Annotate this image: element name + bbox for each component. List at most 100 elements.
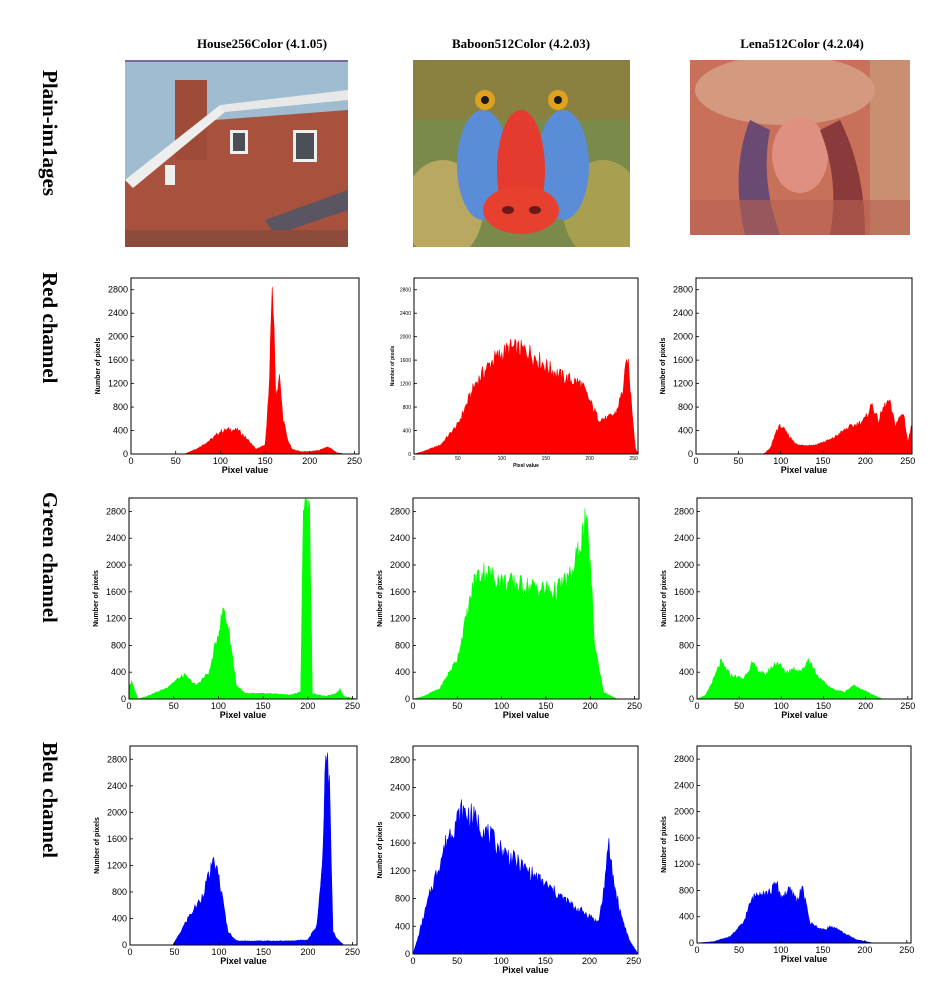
x-tick-label: 100 — [774, 701, 789, 711]
x-tick-label: 250 — [347, 456, 362, 466]
x-tick-label: 0 — [410, 956, 415, 966]
y-tick-label: 2000 — [390, 560, 410, 570]
y-tick-label: 1600 — [674, 833, 694, 843]
x-tick-label: 250 — [900, 456, 915, 466]
x-tick-label: 200 — [582, 956, 597, 966]
histogram-svg: 0 50 100 150 200 250 0 400 800 1200 1600 2000 2400 28… — [377, 745, 641, 975]
x-axis-label: Pixel value — [222, 465, 269, 475]
y-tick-label: 800 — [403, 405, 412, 411]
row-label-green-channel: Green channel — [38, 492, 62, 623]
x-tick-label: 100 — [773, 456, 788, 466]
lena-image — [690, 60, 910, 235]
y-axis-label: Number of pixels — [94, 817, 101, 874]
histogram-lena-red: 0 50 100 150 200 250 0 400 800 1200 1600 2000 2400 28… — [660, 277, 915, 475]
y-tick-label: 1600 — [107, 834, 127, 844]
x-tick-label: 100 — [773, 945, 788, 955]
x-tick-label: 0 — [126, 701, 131, 711]
plot-frame — [695, 277, 913, 455]
y-tick-label: 2000 — [674, 807, 694, 817]
y-axis-label: Number of pixels — [661, 816, 668, 873]
y-tick-label: 800 — [679, 885, 694, 895]
y-axis-label: Number of pixels — [95, 338, 102, 395]
y-tick-label: 400 — [679, 667, 694, 677]
x-tick-label: 250 — [627, 701, 642, 711]
y-tick-label: 0 — [123, 449, 128, 459]
x-tick-label: 200 — [301, 947, 316, 957]
x-tick-label: 50 — [734, 701, 744, 711]
histogram-svg: 0 50 100 150 200 250 0 400 800 1200 1600 2000 2400 28… — [95, 277, 362, 475]
x-tick-label: 100 — [494, 956, 509, 966]
y-tick-label: 2400 — [390, 533, 410, 543]
x-axis-label: Pixel value — [513, 463, 539, 469]
x-axis-label: Pixel value — [781, 465, 828, 475]
y-tick-label: 2400 — [108, 308, 128, 318]
y-tick-label: 0 — [122, 940, 127, 950]
histogram-house-blue: 0 50 100 150 200 250 0 400 800 1200 1600 2000 2400 28… — [94, 745, 360, 966]
x-tick-label: 250 — [899, 945, 914, 955]
histogram-svg: 0 50 100 150 200 250 0 400 800 1200 1600 2000 2400 28… — [660, 277, 915, 475]
x-tick-label: 50 — [452, 956, 462, 966]
x-tick-label: 50 — [733, 456, 743, 466]
y-tick-label: 1200 — [108, 379, 128, 389]
y-tick-label: 2000 — [106, 560, 126, 570]
plot-frame — [129, 745, 358, 946]
y-tick-label: 0 — [121, 694, 126, 704]
x-tick-label: 0 — [694, 701, 699, 711]
y-axis-label: Number of pixels — [377, 570, 384, 627]
y-tick-label: 1600 — [674, 587, 694, 597]
y-tick-label: 1600 — [108, 355, 128, 365]
x-tick-label: 0 — [693, 456, 698, 466]
y-tick-label: 0 — [405, 694, 410, 704]
green-histogram-area — [128, 497, 358, 700]
y-tick-label: 0 — [689, 938, 694, 948]
green-histogram-area — [412, 508, 639, 700]
x-tick-label: 250 — [900, 701, 915, 711]
y-tick-label: 2400 — [674, 780, 694, 790]
x-tick-label: 250 — [345, 947, 360, 957]
y-axis-label: Number of pixels — [660, 338, 667, 395]
x-tick-label: 50 — [452, 701, 462, 711]
y-tick-label: 400 — [678, 426, 693, 436]
y-axis-label: Number of pixels — [661, 570, 668, 627]
house-image — [125, 60, 348, 247]
plot-frame — [128, 497, 358, 700]
x-tick-label: 150 — [815, 945, 830, 955]
y-tick-label: 2800 — [390, 755, 410, 765]
y-tick-label: 400 — [113, 426, 128, 436]
y-tick-label: 400 — [395, 921, 410, 931]
y-tick-label: 2400 — [673, 308, 693, 318]
y-tick-label: 2000 — [108, 332, 128, 342]
histogram-svg: 0 50 100 150 200 250 0 400 800 1200 1600 2000 2400 28… — [661, 745, 914, 964]
x-tick-label: 50 — [170, 947, 180, 957]
x-tick-label: 200 — [857, 945, 872, 955]
x-axis-label: Pixel value — [220, 956, 267, 966]
x-tick-label: 200 — [300, 701, 315, 711]
y-tick-label: 1200 — [107, 860, 127, 870]
histogram-baboon-red: 0 50 100 150 200 250 0 400 800 1200 1600 2000 2400 28… — [390, 277, 639, 469]
y-tick-label: 2000 — [390, 810, 410, 820]
y-tick-label: 2000 — [107, 807, 127, 817]
plot-frame — [696, 745, 912, 944]
y-tick-label: 800 — [112, 887, 127, 897]
y-tick-label: 800 — [395, 894, 410, 904]
x-tick-label: 250 — [345, 701, 360, 711]
y-tick-label: 2400 — [107, 781, 127, 791]
y-tick-label: 0 — [408, 452, 411, 458]
histogram-svg: 0 50 100 150 200 250 0 400 800 1200 1600 2000 2400 28… — [377, 497, 642, 720]
y-tick-label: 1200 — [390, 614, 410, 624]
y-tick-label: 800 — [678, 402, 693, 412]
x-tick-label: 150 — [258, 456, 273, 466]
plot-frame — [696, 497, 913, 700]
x-tick-label: 150 — [542, 456, 551, 462]
y-tick-label: 2800 — [674, 506, 694, 516]
y-tick-label: 400 — [395, 667, 410, 677]
y-tick-label: 2800 — [106, 506, 126, 516]
x-tick-label: 200 — [583, 701, 598, 711]
x-axis-label: Pixel value — [503, 710, 550, 720]
x-tick-label: 100 — [498, 456, 507, 462]
x-axis-label: Pixel value — [781, 710, 828, 720]
row-label-blue-channel: Bleu channel — [38, 742, 62, 859]
y-tick-label: 2800 — [390, 506, 410, 516]
row-label-plain-images: Plain-im1ages — [38, 70, 62, 196]
x-tick-label: 100 — [211, 701, 226, 711]
